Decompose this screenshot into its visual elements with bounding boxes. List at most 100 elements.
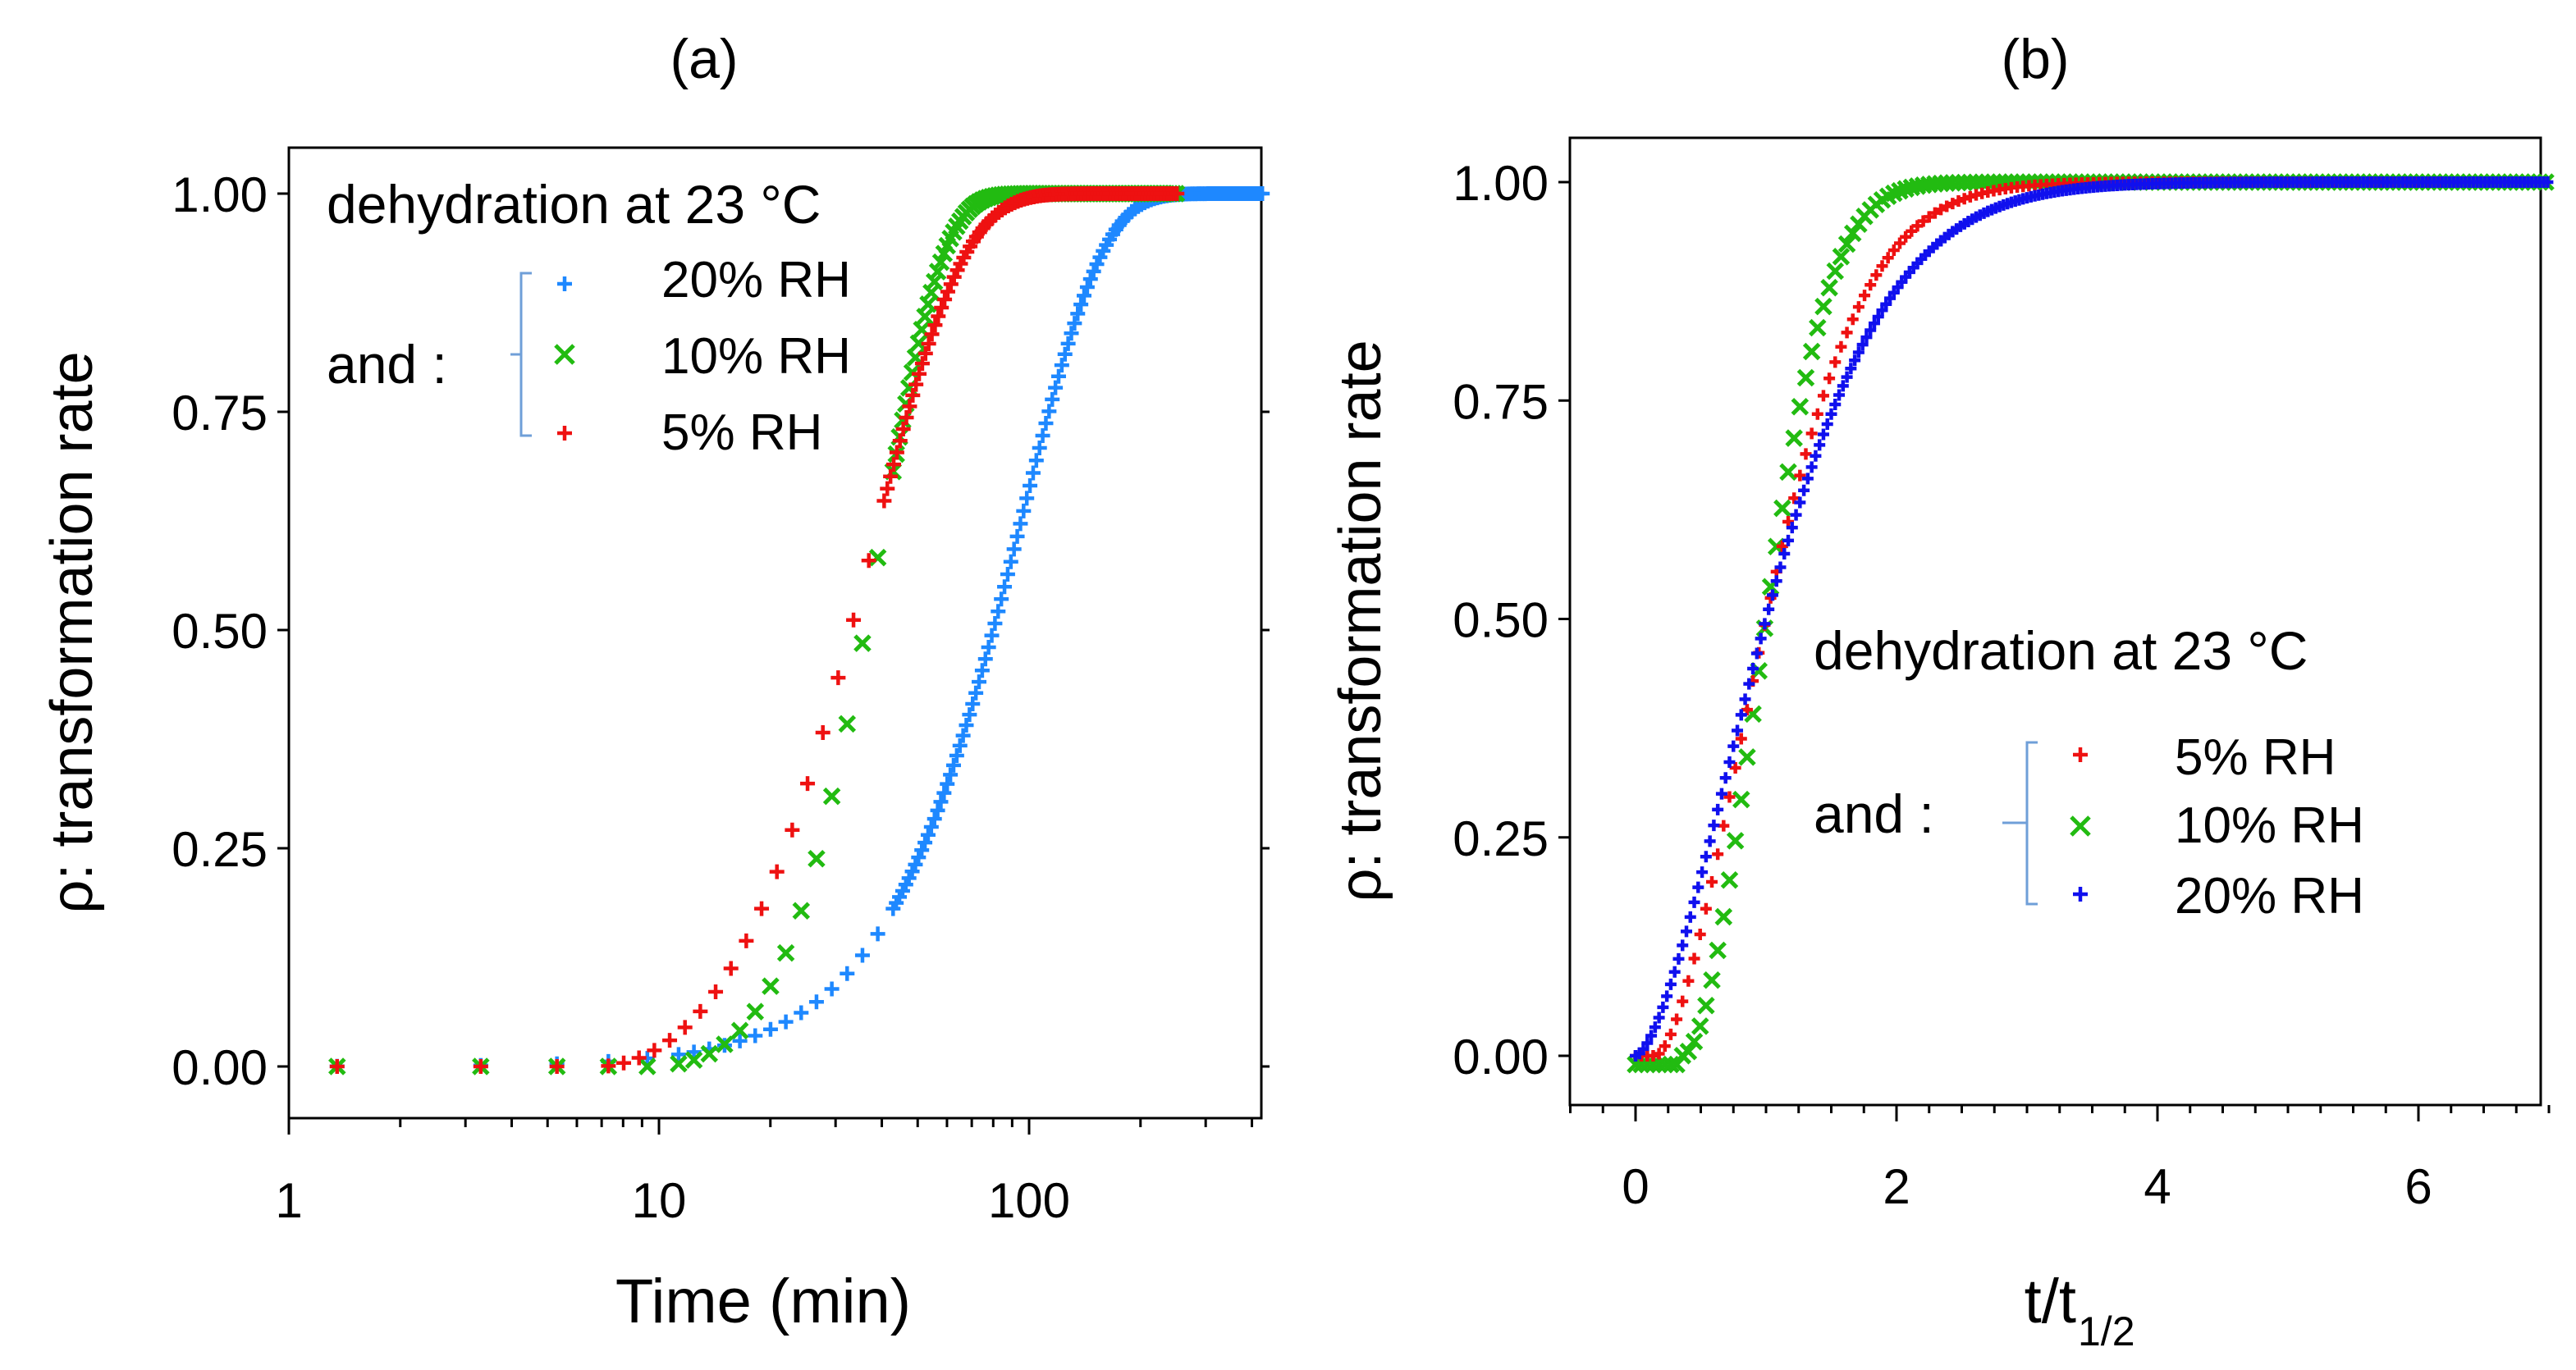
panel-b-point-20rh [1856, 339, 1869, 351]
panel-b-data [1627, 173, 2555, 1074]
panel-b-point-10rh [1714, 907, 1733, 926]
panel-a-point-20rh [1000, 567, 1015, 582]
panel-b-point-5rh [1952, 195, 1965, 208]
panel-a-point-5rh [937, 292, 953, 308]
panel-b-point-10rh [1703, 970, 1721, 989]
panel-b-point-5rh [1900, 231, 1912, 243]
panel-b-point-5rh [1887, 244, 1900, 256]
panel-a-point-20rh [1023, 477, 1038, 493]
panel-a-legend-entry-20rh: 20% RH [661, 252, 851, 308]
panel-b-legend-markers [2070, 747, 2091, 902]
panel-a-point-20rh [794, 1005, 809, 1021]
panel-b-point-5rh [1911, 220, 1924, 232]
panel-a-point-20rh [1048, 380, 1064, 395]
panel-b-point-5rh [1817, 390, 1829, 402]
panel-a-y-tick-label: 0.25 [172, 822, 268, 877]
panel-a-point-20rh [974, 663, 990, 678]
panel-b-point-5rh [1947, 198, 1959, 210]
panel-a-point-5rh [739, 933, 754, 948]
panel-a-point-5rh [754, 901, 770, 916]
panel-a-point-5rh [912, 366, 927, 381]
panel-b-point-10rh [1809, 318, 1827, 337]
panel-b-point-10rh [1832, 248, 1851, 266]
panel-b-y-ticks: 0.00 0.25 0.50 0.75 1.00 [1453, 156, 1570, 1085]
panel-a-point-5rh [329, 1059, 345, 1074]
panel-b-point-20rh [1700, 851, 1712, 863]
panel-b-x-tick-label: 6 [2404, 1159, 2432, 1214]
panel-a-point-20rh [870, 926, 885, 942]
panel-a-point-10rh [762, 977, 780, 995]
panel-b-point-20rh [1657, 1001, 1669, 1013]
panel-a-point-20rh [1032, 441, 1047, 456]
panel-a-point-5rh [883, 468, 899, 484]
panel-b-point-10rh [1814, 297, 1832, 316]
panel-a-point-20rh [1045, 391, 1060, 407]
panel-b-point-20rh [1645, 1030, 1658, 1042]
panel-a-point-20rh [914, 843, 930, 858]
panel-a-point-10rh [808, 849, 826, 868]
panel-b-point-5rh [1712, 848, 1724, 861]
panel-b-point-10rh [1685, 1032, 1704, 1051]
panel-a-legend-marker-5rh [557, 426, 572, 441]
panel-a-frame [287, 146, 1263, 1120]
panel-a-point-5rh [876, 493, 892, 509]
panel-a-point-5rh [473, 1059, 488, 1074]
panel-a-point-20rh [1060, 336, 1076, 351]
panel-a-legend-markers [554, 276, 575, 441]
panel-a-legend-entry-10rh: 10% RH [661, 328, 851, 385]
panel-a-point-20rh [927, 811, 942, 827]
panel-a-point-20rh [936, 785, 952, 801]
panel-b-point-10rh [1697, 996, 1715, 1015]
panel-a-point-5rh [549, 1059, 565, 1074]
panel-b-point-5rh [1829, 356, 1842, 368]
panel-a-point-10rh [638, 1057, 657, 1075]
panel-a-point-20rh [1054, 358, 1069, 373]
panel-b-point-10rh [1785, 429, 1803, 447]
panel-a-x-tick-label: 1 [275, 1173, 302, 1228]
panel-b-point-20rh [1774, 561, 1787, 573]
panel-a-legend-entry-5rh: 5% RH [661, 404, 822, 461]
panel-a-x-tick-label: 100 [988, 1173, 1070, 1228]
panel-b-x-axis-label-main: t/t [2025, 1267, 2076, 1336]
panel-b-legend-marker-5rh [2073, 747, 2088, 762]
panel-b-point-10rh [1843, 224, 1862, 243]
panel-b-point-5rh [1876, 260, 1888, 272]
panel-b-point-20rh [1637, 1043, 1649, 1055]
panel-a-point-20rh [920, 827, 936, 843]
panel-b-point-20rh [1712, 803, 1724, 815]
panel-b-point-10rh [1796, 368, 1815, 387]
panel-b-point-20rh [1876, 304, 1888, 317]
panel-a-point-20rh [748, 1028, 763, 1043]
panel-a-point-10rh [919, 295, 937, 313]
panel-b-point-20rh [1696, 866, 1709, 879]
panel-a-point-5rh [723, 961, 739, 976]
panel-b-point-20rh [1668, 966, 1681, 978]
panel-b-legend-entry-20rh: 20% RH [2175, 868, 2364, 925]
panel-b-point-10rh [1679, 1042, 1698, 1061]
panel-a-point-20rh [1079, 279, 1095, 295]
panel-b-point-10rh [1837, 235, 1856, 253]
panel-b-y-axis-label: ρ: transformation rate [1328, 340, 1393, 902]
panel-b-point-20rh [1821, 418, 1833, 430]
panel-a-point-20rh [670, 1047, 686, 1062]
panel-a-point-5rh [662, 1033, 678, 1048]
panel-a-point-20rh [1028, 453, 1044, 468]
panel-a-point-20rh [1082, 272, 1098, 287]
panel-a-point-20rh [923, 820, 939, 835]
panel-a-legend-bracket [510, 272, 532, 437]
panel-b-point-20rh [1868, 317, 1880, 330]
panel-b-point-20rh [1681, 925, 1693, 938]
panel-a-point-20rh [930, 802, 945, 818]
panel-a-point-5rh [846, 612, 862, 628]
panel-b-point-5rh [1682, 975, 1695, 987]
panel-a-x-ticks: 1 10 100 [275, 1118, 1254, 1228]
panel-b-point-20rh [1845, 363, 1857, 375]
panel-b-point-10rh [1668, 1055, 1686, 1074]
panel-a-point-5rh [902, 399, 917, 414]
panel-b-point-5rh [1923, 211, 1935, 223]
panel-b-point-5rh [1870, 269, 1883, 281]
panel-a-point-5rh [785, 822, 800, 838]
panel-b-point-10rh [1826, 262, 1845, 281]
panel-a-point-20rh [1035, 427, 1050, 443]
panel-a-point-10rh [822, 787, 841, 806]
